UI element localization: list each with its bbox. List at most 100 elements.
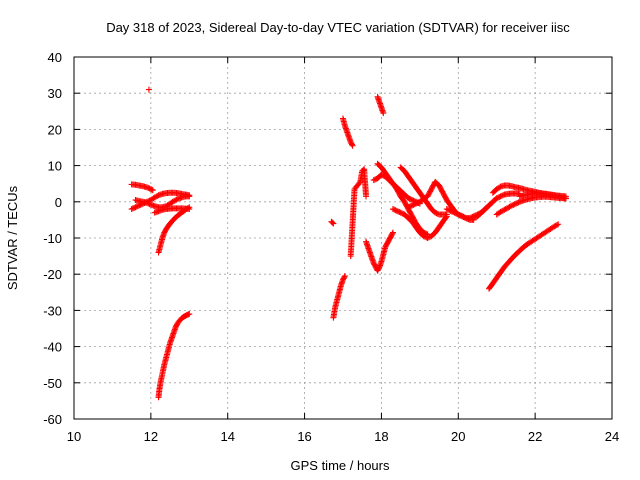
data-point bbox=[433, 210, 440, 217]
data-point bbox=[511, 201, 518, 208]
data-point bbox=[135, 203, 142, 210]
y-tick-label: -50 bbox=[43, 376, 62, 391]
data-point bbox=[398, 210, 405, 217]
data-point bbox=[447, 207, 454, 214]
data-point bbox=[389, 206, 396, 213]
series-arc-o bbox=[389, 206, 450, 241]
data-point bbox=[411, 201, 418, 208]
ticks-layer: 10 12 14 16 18 20 22 24 -60 -50 -40 -30 -20 -10 0 10 20 3… bbox=[43, 50, 619, 444]
series-arc-g bbox=[328, 218, 337, 227]
data-point bbox=[459, 213, 466, 220]
data-point bbox=[186, 193, 193, 200]
series-arc-u bbox=[493, 193, 569, 218]
x-tick-label: 16 bbox=[297, 429, 311, 444]
data-point bbox=[446, 207, 453, 214]
x-tick-label: 18 bbox=[374, 429, 388, 444]
data-point bbox=[443, 206, 450, 213]
series-arc-e bbox=[155, 204, 193, 256]
y-tick-label: 20 bbox=[48, 122, 62, 137]
series-arc-d bbox=[151, 205, 193, 216]
data-point bbox=[409, 202, 416, 209]
data-point bbox=[451, 209, 458, 216]
x-tick-label: 24 bbox=[605, 429, 619, 444]
y-tick-label: -20 bbox=[43, 267, 62, 282]
data-point bbox=[421, 233, 428, 240]
data-point bbox=[562, 195, 569, 202]
data-point bbox=[149, 187, 156, 194]
data-point bbox=[512, 200, 519, 207]
data-point bbox=[145, 184, 152, 191]
data-point bbox=[461, 214, 468, 221]
data-point bbox=[410, 201, 417, 208]
data-point bbox=[172, 197, 179, 204]
x-tick-label: 12 bbox=[144, 429, 158, 444]
data-point bbox=[553, 221, 560, 228]
data-point bbox=[397, 209, 404, 216]
data-point bbox=[356, 180, 363, 187]
series-arc-j bbox=[347, 166, 370, 260]
data-point bbox=[502, 206, 509, 213]
data-point bbox=[505, 204, 512, 211]
data-point bbox=[133, 203, 140, 210]
data-point bbox=[425, 234, 432, 241]
data-point bbox=[457, 212, 464, 219]
data-point bbox=[186, 311, 193, 318]
y-tick-label: -60 bbox=[43, 412, 62, 427]
series-arc-s bbox=[470, 190, 523, 222]
data-point bbox=[395, 208, 402, 215]
x-tick-label: 10 bbox=[67, 429, 81, 444]
data-point bbox=[510, 201, 517, 208]
data-point bbox=[372, 176, 379, 183]
data-point bbox=[389, 229, 396, 236]
data-point bbox=[498, 192, 505, 199]
series-arc-v bbox=[516, 190, 569, 202]
data-point bbox=[406, 195, 413, 202]
data-point bbox=[498, 208, 505, 215]
data-point bbox=[552, 222, 559, 229]
data-point bbox=[132, 204, 139, 211]
data-point bbox=[407, 203, 414, 210]
series-arc-k bbox=[363, 229, 396, 274]
data-point bbox=[507, 203, 514, 210]
data-point bbox=[501, 206, 508, 213]
data-point bbox=[144, 199, 151, 206]
data-point bbox=[551, 223, 558, 230]
x-tick-label: 20 bbox=[451, 429, 465, 444]
data-point bbox=[460, 213, 467, 220]
data-point bbox=[448, 208, 455, 215]
y-tick-label: 10 bbox=[48, 159, 62, 174]
data-point bbox=[500, 192, 507, 199]
data-point bbox=[330, 220, 337, 227]
data-point bbox=[456, 212, 463, 219]
data-point bbox=[471, 214, 478, 221]
data-point bbox=[146, 201, 153, 208]
y-tick-label: -30 bbox=[43, 303, 62, 318]
data-point bbox=[496, 193, 503, 200]
x-tick-label: 22 bbox=[528, 429, 542, 444]
data-point bbox=[391, 206, 398, 213]
data-point bbox=[131, 204, 138, 211]
data-point bbox=[375, 265, 382, 272]
series-arc-w bbox=[486, 221, 562, 292]
y-tick-label: -10 bbox=[43, 231, 62, 246]
data-point bbox=[509, 202, 516, 209]
data-point bbox=[329, 219, 336, 226]
series-arc-i bbox=[340, 115, 356, 149]
data-point bbox=[393, 207, 400, 214]
grid-layer bbox=[74, 57, 612, 419]
data-point bbox=[405, 204, 412, 211]
y-tick-label: 0 bbox=[55, 195, 62, 210]
data-point bbox=[424, 235, 431, 241]
data-point bbox=[515, 199, 522, 206]
series-arc-f bbox=[155, 311, 193, 401]
data-point bbox=[152, 193, 159, 200]
data-point bbox=[407, 196, 414, 203]
data-point bbox=[341, 274, 348, 281]
data-point bbox=[145, 86, 152, 93]
data-point bbox=[496, 184, 503, 191]
data-point bbox=[445, 206, 452, 213]
data-point bbox=[420, 233, 427, 240]
series-arc-a bbox=[128, 181, 156, 194]
series-outlier bbox=[145, 86, 152, 93]
